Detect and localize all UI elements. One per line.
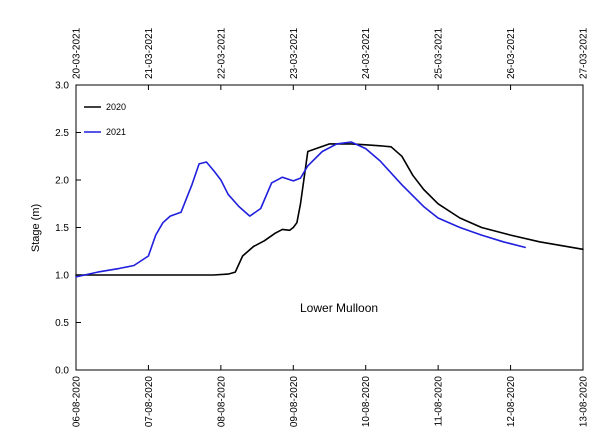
y-tick-label: 1.5: [55, 223, 69, 234]
chart-annotation: Lower Mulloon: [300, 301, 378, 315]
x-bottom-tick-label: 07-08-2020: [144, 376, 155, 428]
y-tick-label: 0.0: [55, 366, 69, 377]
x-top-tick-label: 25-03-2021: [434, 27, 445, 79]
x-top-tick-label: 24-03-2021: [361, 27, 372, 79]
x-bottom-tick-label: 09-08-2020: [289, 376, 300, 428]
x-top-tick-label: 27-03-2021: [579, 27, 590, 79]
legend: 2020 2021: [84, 102, 126, 137]
series-line-2021: [75, 141, 526, 278]
x-top-tick-label: 21-03-2021: [144, 27, 155, 79]
series-line-2020: [75, 143, 584, 276]
x-top-tick-label: 20-03-2021: [72, 27, 83, 79]
x-top-tick-label: 23-03-2021: [289, 27, 300, 79]
x-bottom-tick-label: 12-08-2020: [506, 376, 517, 428]
x-bottom-tick-label: 10-08-2020: [361, 376, 372, 428]
x-top-tick-label: 22-03-2021: [216, 27, 227, 79]
x-bottom-tick-label: 11-08-2020: [434, 376, 445, 427]
legend-label-2021: 2021: [106, 127, 126, 137]
y-axis-title: Stage (m): [30, 204, 42, 252]
x-top-tick-label: 26-03-2021: [506, 27, 517, 79]
plot-frame: [75, 84, 584, 371]
legend-label-2020: 2020: [106, 102, 126, 112]
x-bottom-tick-label: 13-08-2020: [579, 376, 590, 428]
y-tick-label: 3.0: [55, 81, 69, 92]
x-bottom-tick-label: 08-08-2020: [216, 376, 227, 428]
y-tick-label: 2.0: [55, 176, 69, 187]
y-tick-label: 2.5: [55, 128, 69, 139]
y-tick-label: 0.5: [55, 318, 69, 329]
x-bottom-tick-label: 06-08-2020: [72, 376, 83, 428]
y-tick-label: 1.0: [55, 271, 69, 282]
